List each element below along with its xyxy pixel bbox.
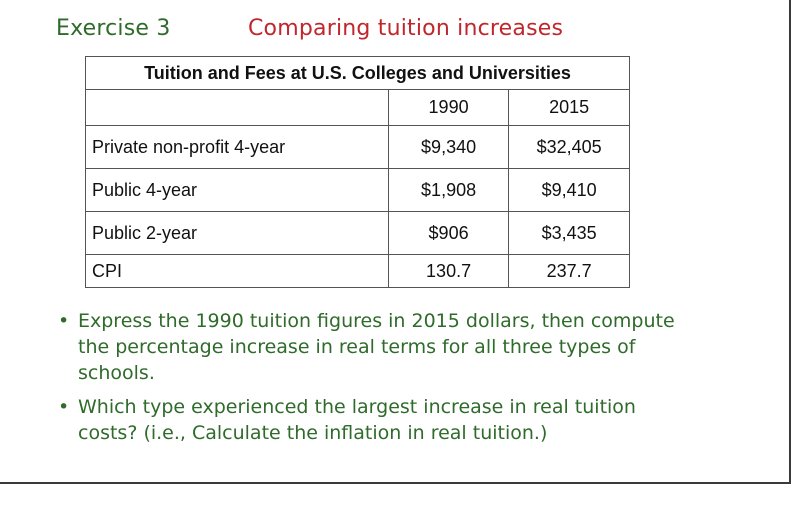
header-empty-cell xyxy=(85,89,389,126)
slide-title: Comparing tuition increases xyxy=(248,16,564,41)
bullet-item: • Which type experienced the largest inc… xyxy=(56,394,696,446)
bullet-text: Express the 1990 tuition figures in 2015… xyxy=(78,310,675,384)
bullet-list: • Express the 1990 tuition figures in 20… xyxy=(56,308,696,454)
value-2015: $32,405 xyxy=(508,125,630,169)
value-1990: $1,908 xyxy=(387,168,510,212)
bullet-item: • Express the 1990 tuition figures in 20… xyxy=(56,308,696,386)
bullet-dot-icon: • xyxy=(58,396,70,418)
slide-frame xyxy=(0,0,791,484)
table-row: Public 2-year $906 $3,435 xyxy=(85,211,630,255)
row-label: CPI xyxy=(85,254,389,288)
value-2015: $9,410 xyxy=(508,168,630,212)
header-2015: 2015 xyxy=(508,89,630,126)
tuition-table: Tuition and Fees at U.S. Colleges and Un… xyxy=(85,56,630,288)
table-caption: Tuition and Fees at U.S. Colleges and Un… xyxy=(85,56,630,90)
header-1990: 1990 xyxy=(387,89,510,126)
value-2015: 237.7 xyxy=(508,254,630,288)
row-label: Private non-profit 4-year xyxy=(85,125,389,169)
row-label: Public 2-year xyxy=(85,211,389,255)
table-header-row: 1990 2015 xyxy=(85,89,630,126)
table-caption-row: Tuition and Fees at U.S. Colleges and Un… xyxy=(85,56,630,90)
bullet-text: Which type experienced the largest incre… xyxy=(78,396,636,444)
table-row: CPI 130.7 237.7 xyxy=(85,254,630,288)
bullet-dot-icon: • xyxy=(58,310,70,332)
value-1990: $9,340 xyxy=(387,125,510,169)
table-row: Public 4-year $1,908 $9,410 xyxy=(85,168,630,212)
value-2015: $3,435 xyxy=(508,211,630,255)
exercise-label: Exercise 3 xyxy=(56,16,171,41)
value-1990: 130.7 xyxy=(387,254,510,288)
value-1990: $906 xyxy=(387,211,510,255)
row-label: Public 4-year xyxy=(85,168,389,212)
table-row: Private non-profit 4-year $9,340 $32,405 xyxy=(85,125,630,169)
